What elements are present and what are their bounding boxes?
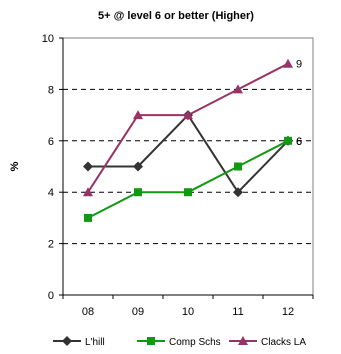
x-tick-label: 09 bbox=[132, 306, 144, 318]
series-line-comp-schs bbox=[87, 139, 289, 219]
y-tick-label: 8 bbox=[48, 84, 54, 96]
data-point-clacks-la bbox=[233, 84, 243, 94]
data-point-clacks-la bbox=[83, 187, 93, 197]
axes bbox=[62, 37, 314, 296]
y-tick-label: 0 bbox=[48, 290, 54, 302]
legend: L'hill Comp Schs Clacks LA bbox=[53, 336, 306, 348]
data-point-clacks-la bbox=[133, 110, 143, 120]
x-tick-label: 12 bbox=[282, 306, 294, 318]
legend-label: Comp Schs bbox=[169, 337, 221, 348]
data-point-clacks-la bbox=[183, 110, 193, 120]
legend-label: L'hill bbox=[85, 337, 105, 348]
series-comp-schs bbox=[84, 136, 292, 222]
legend-item-clacks-la: Clacks LA bbox=[229, 336, 306, 348]
y-tick-label: 2 bbox=[48, 239, 54, 251]
x-tick-label: 10 bbox=[182, 306, 194, 318]
y-tick-label: 10 bbox=[42, 33, 54, 45]
x-tick-labels: 08 09 10 11 12 bbox=[62, 295, 314, 318]
legend-marker bbox=[62, 336, 72, 346]
y-tick-label: 6 bbox=[48, 136, 54, 148]
data-point-clacks-la bbox=[283, 58, 293, 68]
gridlines bbox=[63, 88, 313, 245]
end-label: 6 bbox=[296, 136, 302, 148]
data-point-l-hill bbox=[233, 187, 243, 198]
end-label: 6 bbox=[296, 136, 302, 148]
data-point-comp-schs bbox=[134, 188, 142, 197]
legend-item-comp-schs: Comp Schs bbox=[137, 337, 221, 348]
x-tick-label: 08 bbox=[82, 306, 94, 318]
y-tick-label: 4 bbox=[48, 187, 54, 199]
series-layer bbox=[83, 58, 293, 222]
end-labels: 966 bbox=[296, 59, 302, 148]
y-axis-label: % bbox=[9, 161, 21, 171]
x-tick-label: 11 bbox=[232, 306, 243, 318]
legend-marker bbox=[147, 337, 155, 345]
data-point-comp-schs bbox=[234, 162, 242, 171]
data-point-l-hill bbox=[83, 161, 93, 172]
end-label: 9 bbox=[296, 59, 302, 71]
legend-marker bbox=[238, 336, 248, 345]
y-tick-labels: 0 2 4 6 8 10 bbox=[42, 33, 63, 302]
data-point-comp-schs bbox=[84, 213, 92, 222]
chart-title: 5+ @ level 6 or better (Higher) bbox=[98, 10, 254, 22]
legend-item-l-hill: L'hill bbox=[53, 336, 105, 348]
series-clacks-la bbox=[83, 58, 293, 197]
data-point-comp-schs bbox=[184, 188, 192, 197]
legend-label: Clacks LA bbox=[261, 337, 306, 348]
series-line-l-hill bbox=[88, 113, 289, 194]
data-point-comp-schs bbox=[284, 136, 292, 145]
data-point-l-hill bbox=[133, 161, 143, 172]
